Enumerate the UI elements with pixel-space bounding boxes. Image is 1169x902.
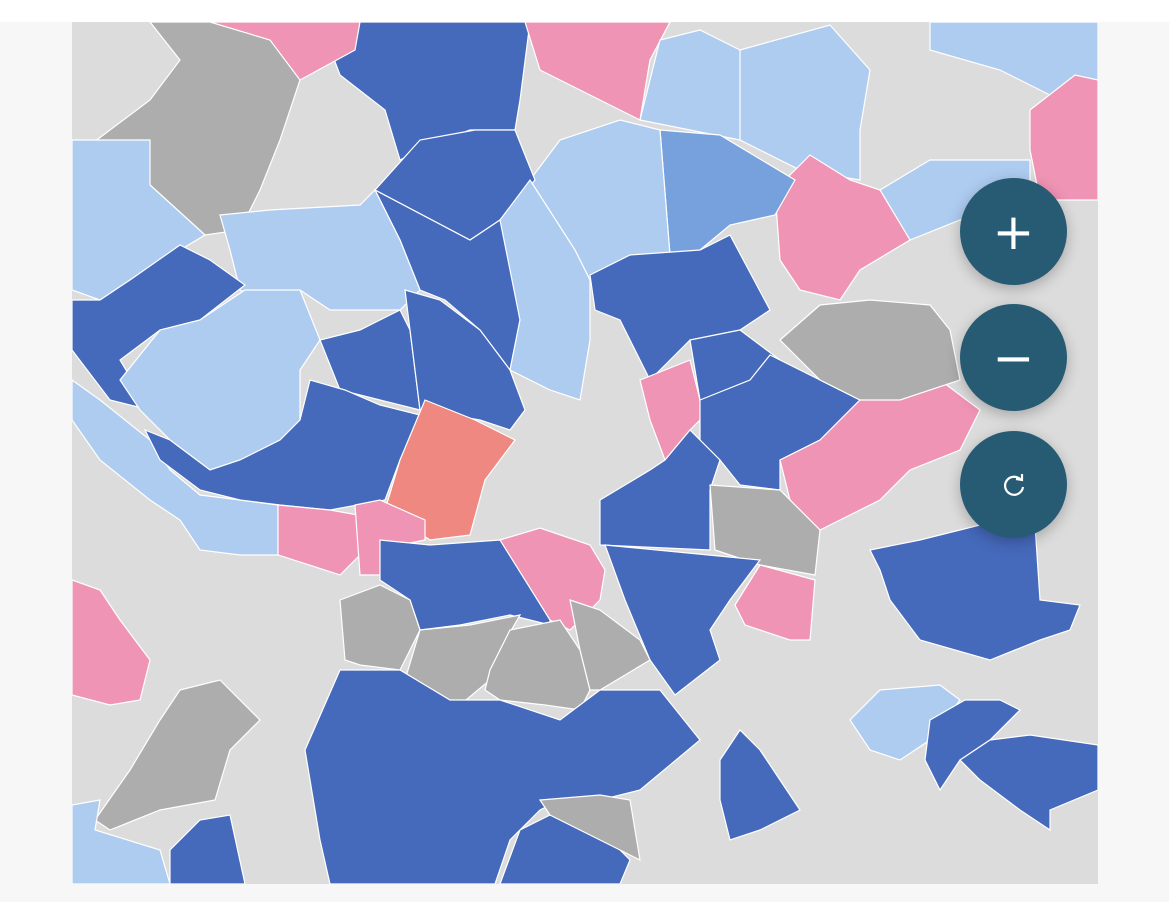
map-regions — [72, 22, 1098, 884]
zoom-out-button[interactable]: − — [960, 304, 1067, 411]
map-region — [779, 299, 961, 401]
map-region — [538, 794, 641, 862]
map-region — [599, 429, 721, 551]
map-region — [959, 734, 1098, 832]
zoom-in-button[interactable]: + — [960, 178, 1067, 285]
map-region — [72, 799, 171, 884]
map-region — [739, 24, 871, 181]
map-region — [169, 814, 246, 884]
map-region — [709, 484, 821, 576]
map-region — [484, 619, 591, 711]
reset-arrow — [1015, 473, 1023, 481]
map-region — [569, 599, 651, 691]
map-region — [304, 669, 701, 884]
reset-arc — [1003, 475, 1024, 496]
map-region — [719, 729, 801, 841]
map-region — [869, 519, 1081, 661]
map-region — [604, 544, 762, 696]
map-region — [339, 584, 421, 671]
map-region — [72, 579, 151, 706]
map-region — [87, 22, 301, 236]
map-region — [734, 564, 816, 641]
map-region — [499, 178, 591, 401]
map-region — [354, 499, 426, 576]
map-region — [1029, 74, 1098, 201]
reset-button[interactable] — [960, 431, 1067, 538]
map-region — [384, 399, 516, 541]
map-region — [94, 679, 261, 831]
reset-icon — [1003, 473, 1024, 496]
map-region — [774, 154, 911, 301]
map-region — [379, 539, 551, 631]
top-bar — [0, 0, 1169, 22]
map-region — [143, 379, 421, 511]
